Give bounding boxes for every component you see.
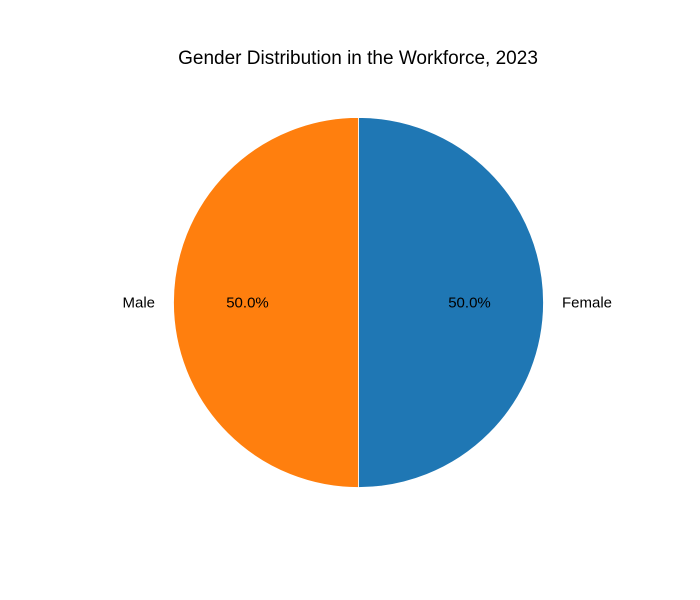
chart-title: Gender Distribution in the Workforce, 20… (178, 48, 538, 69)
slice-label-female: Female (562, 295, 612, 312)
slice-percent-male: 50.0% (226, 295, 269, 312)
pie-labels: Female 50.0% Male 50.0% (122, 295, 612, 312)
pie-slice-female (358, 117, 544, 488)
pie-slices (173, 117, 544, 488)
slice-label-male: Male (122, 295, 155, 312)
pie-slice-male (173, 117, 359, 488)
slice-percent-female: 50.0% (448, 295, 491, 312)
